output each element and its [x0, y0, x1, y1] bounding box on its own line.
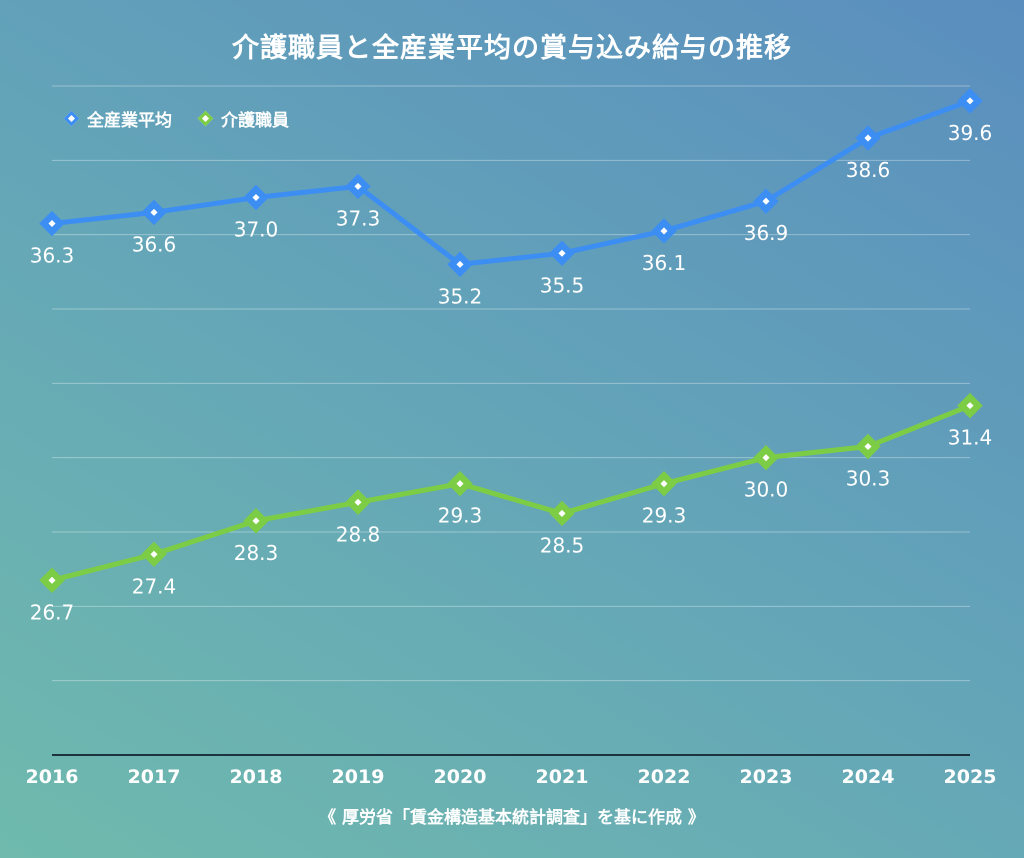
data-point-marker-center — [762, 454, 770, 462]
data-point-marker-center — [252, 517, 260, 525]
data-label: 35.5 — [540, 273, 585, 297]
data-label: 36.3 — [30, 244, 75, 268]
data-label: 27.4 — [132, 574, 177, 598]
data-label: 28.5 — [540, 533, 585, 557]
legend: 全産業平均 介護職員 — [63, 106, 289, 131]
x-tick-label: 2020 — [434, 766, 487, 788]
data-point-marker-center — [864, 442, 872, 451]
data-point-marker-center — [456, 480, 464, 488]
legend-item-care-workers: 介護職員 — [197, 106, 289, 131]
data-label: 36.6 — [132, 232, 177, 256]
data-label: 31.4 — [948, 426, 993, 450]
x-tick-label: 2022 — [638, 766, 691, 788]
data-point-marker-center — [966, 97, 974, 105]
data-label: 37.0 — [234, 218, 279, 242]
source-footnote: 《 厚労省「賃金構造基本統計調査」を基に作成 》 — [319, 808, 705, 828]
data-point-marker-center — [150, 550, 158, 558]
series-line — [51, 98, 971, 267]
x-tick-label: 2024 — [842, 766, 895, 788]
x-tick-label: 2018 — [230, 766, 283, 788]
data-point-marker-center — [456, 260, 464, 268]
data-label: 29.3 — [642, 504, 687, 528]
data-label: 36.9 — [744, 221, 789, 245]
legend-item-all-industry: 全産業平均 — [63, 106, 172, 131]
x-tick-label: 2016 — [26, 766, 79, 788]
data-point-marker-center — [660, 480, 668, 488]
x-tick-label: 2025 — [944, 766, 997, 788]
x-tick-label: 2019 — [332, 766, 385, 788]
data-point-marker-center — [252, 193, 260, 202]
data-label: 37.3 — [336, 206, 381, 230]
data-label: 38.6 — [846, 158, 891, 182]
x-tick-label: 2023 — [740, 766, 793, 788]
chart-title: 介護職員と全産業平均の賞与込み給与の推移 — [232, 33, 792, 64]
series-line — [51, 403, 971, 583]
data-point-marker-center — [864, 134, 872, 142]
data-label: 36.1 — [642, 251, 687, 275]
legend-label: 介護職員 — [221, 111, 289, 131]
data-point-marker-center — [48, 219, 56, 228]
data-point-marker-center — [150, 208, 158, 216]
data-point-marker-center — [966, 402, 974, 410]
data-point-marker-center — [762, 197, 770, 205]
data-label: 28.8 — [336, 522, 381, 546]
legend-label: 全産業平均 — [87, 111, 172, 131]
data-label: 30.0 — [744, 478, 789, 502]
data-label: 28.3 — [234, 541, 279, 565]
data-label: 35.2 — [438, 284, 483, 308]
data-point-marker-center — [354, 498, 362, 506]
data-label: 39.6 — [948, 121, 993, 145]
data-point-marker-center — [660, 227, 668, 235]
x-tick-label: 2017 — [128, 766, 181, 788]
data-label: 26.7 — [30, 600, 75, 624]
data-label: 30.3 — [846, 467, 891, 491]
data-point-marker-center — [558, 249, 566, 257]
data-point-marker-center — [48, 576, 56, 584]
data-point-marker-center — [558, 509, 566, 517]
data-label: 29.3 — [438, 504, 483, 528]
data-point-marker-center — [354, 182, 362, 190]
x-tick-label: 2021 — [536, 766, 589, 788]
